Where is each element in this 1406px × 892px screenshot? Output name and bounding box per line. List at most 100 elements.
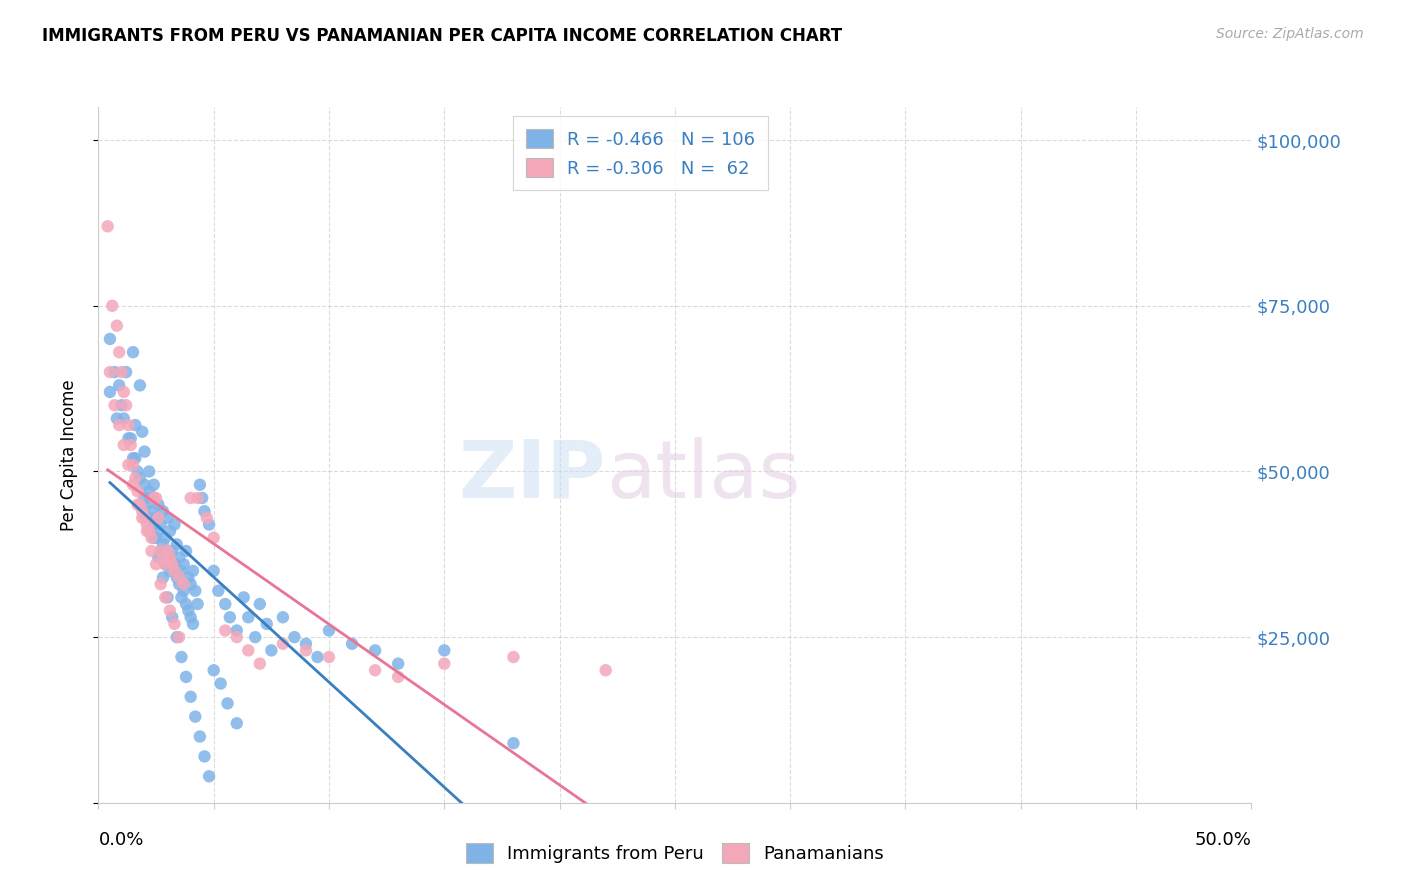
Point (174, 670, 197, 684)
Point (152, 550, 174, 565)
Point (160, 610, 183, 624)
Point (163, 558, 186, 572)
Point (152, 537, 174, 551)
Point (340, 637, 363, 651)
Point (174, 544, 197, 558)
Point (166, 630, 188, 644)
Legend: Immigrants from Peru, Panamanians: Immigrants from Peru, Panamanians (454, 832, 896, 874)
Point (131, 504, 153, 518)
Point (295, 637, 318, 651)
Point (181, 616, 204, 631)
Point (103, 365, 125, 379)
Point (142, 477, 165, 491)
Point (138, 524, 160, 538)
Point (160, 544, 183, 558)
Point (131, 425, 153, 439)
Point (97, 219, 120, 234)
Point (110, 398, 132, 412)
Point (595, 663, 617, 677)
Text: 50.0%: 50.0% (1195, 830, 1251, 848)
Point (238, 643, 260, 657)
Point (225, 630, 247, 644)
Point (115, 365, 138, 379)
Point (138, 511, 160, 525)
Point (156, 544, 179, 558)
Point (103, 398, 125, 412)
Point (141, 491, 163, 505)
Point (142, 517, 165, 532)
Point (271, 637, 294, 651)
Point (138, 484, 160, 499)
Point (145, 531, 167, 545)
Point (115, 398, 138, 412)
Point (187, 597, 209, 611)
Point (207, 583, 229, 598)
Point (149, 544, 172, 558)
Point (232, 591, 254, 605)
Point (188, 730, 211, 744)
Point (122, 477, 145, 491)
Point (148, 498, 170, 512)
Point (122, 345, 145, 359)
Point (145, 491, 167, 505)
Point (159, 550, 181, 565)
Point (134, 444, 156, 458)
Point (98, 384, 121, 399)
Text: Source: ZipAtlas.com: Source: ZipAtlas.com (1216, 27, 1364, 41)
Point (159, 604, 181, 618)
Point (145, 511, 167, 525)
Point (167, 577, 190, 591)
Point (387, 657, 409, 671)
Point (364, 643, 387, 657)
Point (105, 411, 128, 425)
Point (364, 663, 387, 677)
Point (155, 558, 177, 572)
Point (202, 531, 225, 545)
Point (188, 477, 211, 491)
Text: IMMIGRANTS FROM PERU VS PANAMANIAN PER CAPITA INCOME CORRELATION CHART: IMMIGRANTS FROM PERU VS PANAMANIAN PER C… (42, 27, 842, 45)
Point (249, 597, 271, 611)
Point (173, 577, 195, 591)
Point (129, 498, 152, 512)
Point (129, 471, 152, 485)
Point (155, 591, 177, 605)
Point (271, 610, 294, 624)
Point (159, 524, 181, 538)
Point (198, 769, 221, 783)
Point (181, 564, 204, 578)
Point (225, 716, 247, 731)
Point (127, 498, 149, 512)
Point (142, 531, 165, 545)
Point (122, 451, 145, 466)
Point (195, 511, 218, 525)
Point (117, 458, 139, 472)
Point (131, 511, 153, 525)
Point (214, 597, 236, 611)
Point (163, 616, 186, 631)
Point (108, 378, 131, 392)
Point (193, 504, 215, 518)
Point (141, 531, 163, 545)
Point (148, 524, 170, 538)
Point (177, 570, 200, 584)
Point (387, 670, 409, 684)
Point (98, 365, 121, 379)
Point (135, 498, 157, 512)
Point (249, 657, 271, 671)
Point (173, 558, 195, 572)
Point (148, 550, 170, 565)
Point (112, 438, 135, 452)
Point (187, 491, 209, 505)
Point (167, 630, 190, 644)
Point (318, 650, 340, 665)
Point (108, 418, 131, 433)
Point (225, 624, 247, 638)
Point (180, 610, 202, 624)
Point (163, 564, 186, 578)
Point (152, 504, 174, 518)
Point (217, 697, 239, 711)
Point (124, 451, 146, 466)
Point (198, 517, 221, 532)
Point (98, 332, 121, 346)
Point (108, 345, 131, 359)
